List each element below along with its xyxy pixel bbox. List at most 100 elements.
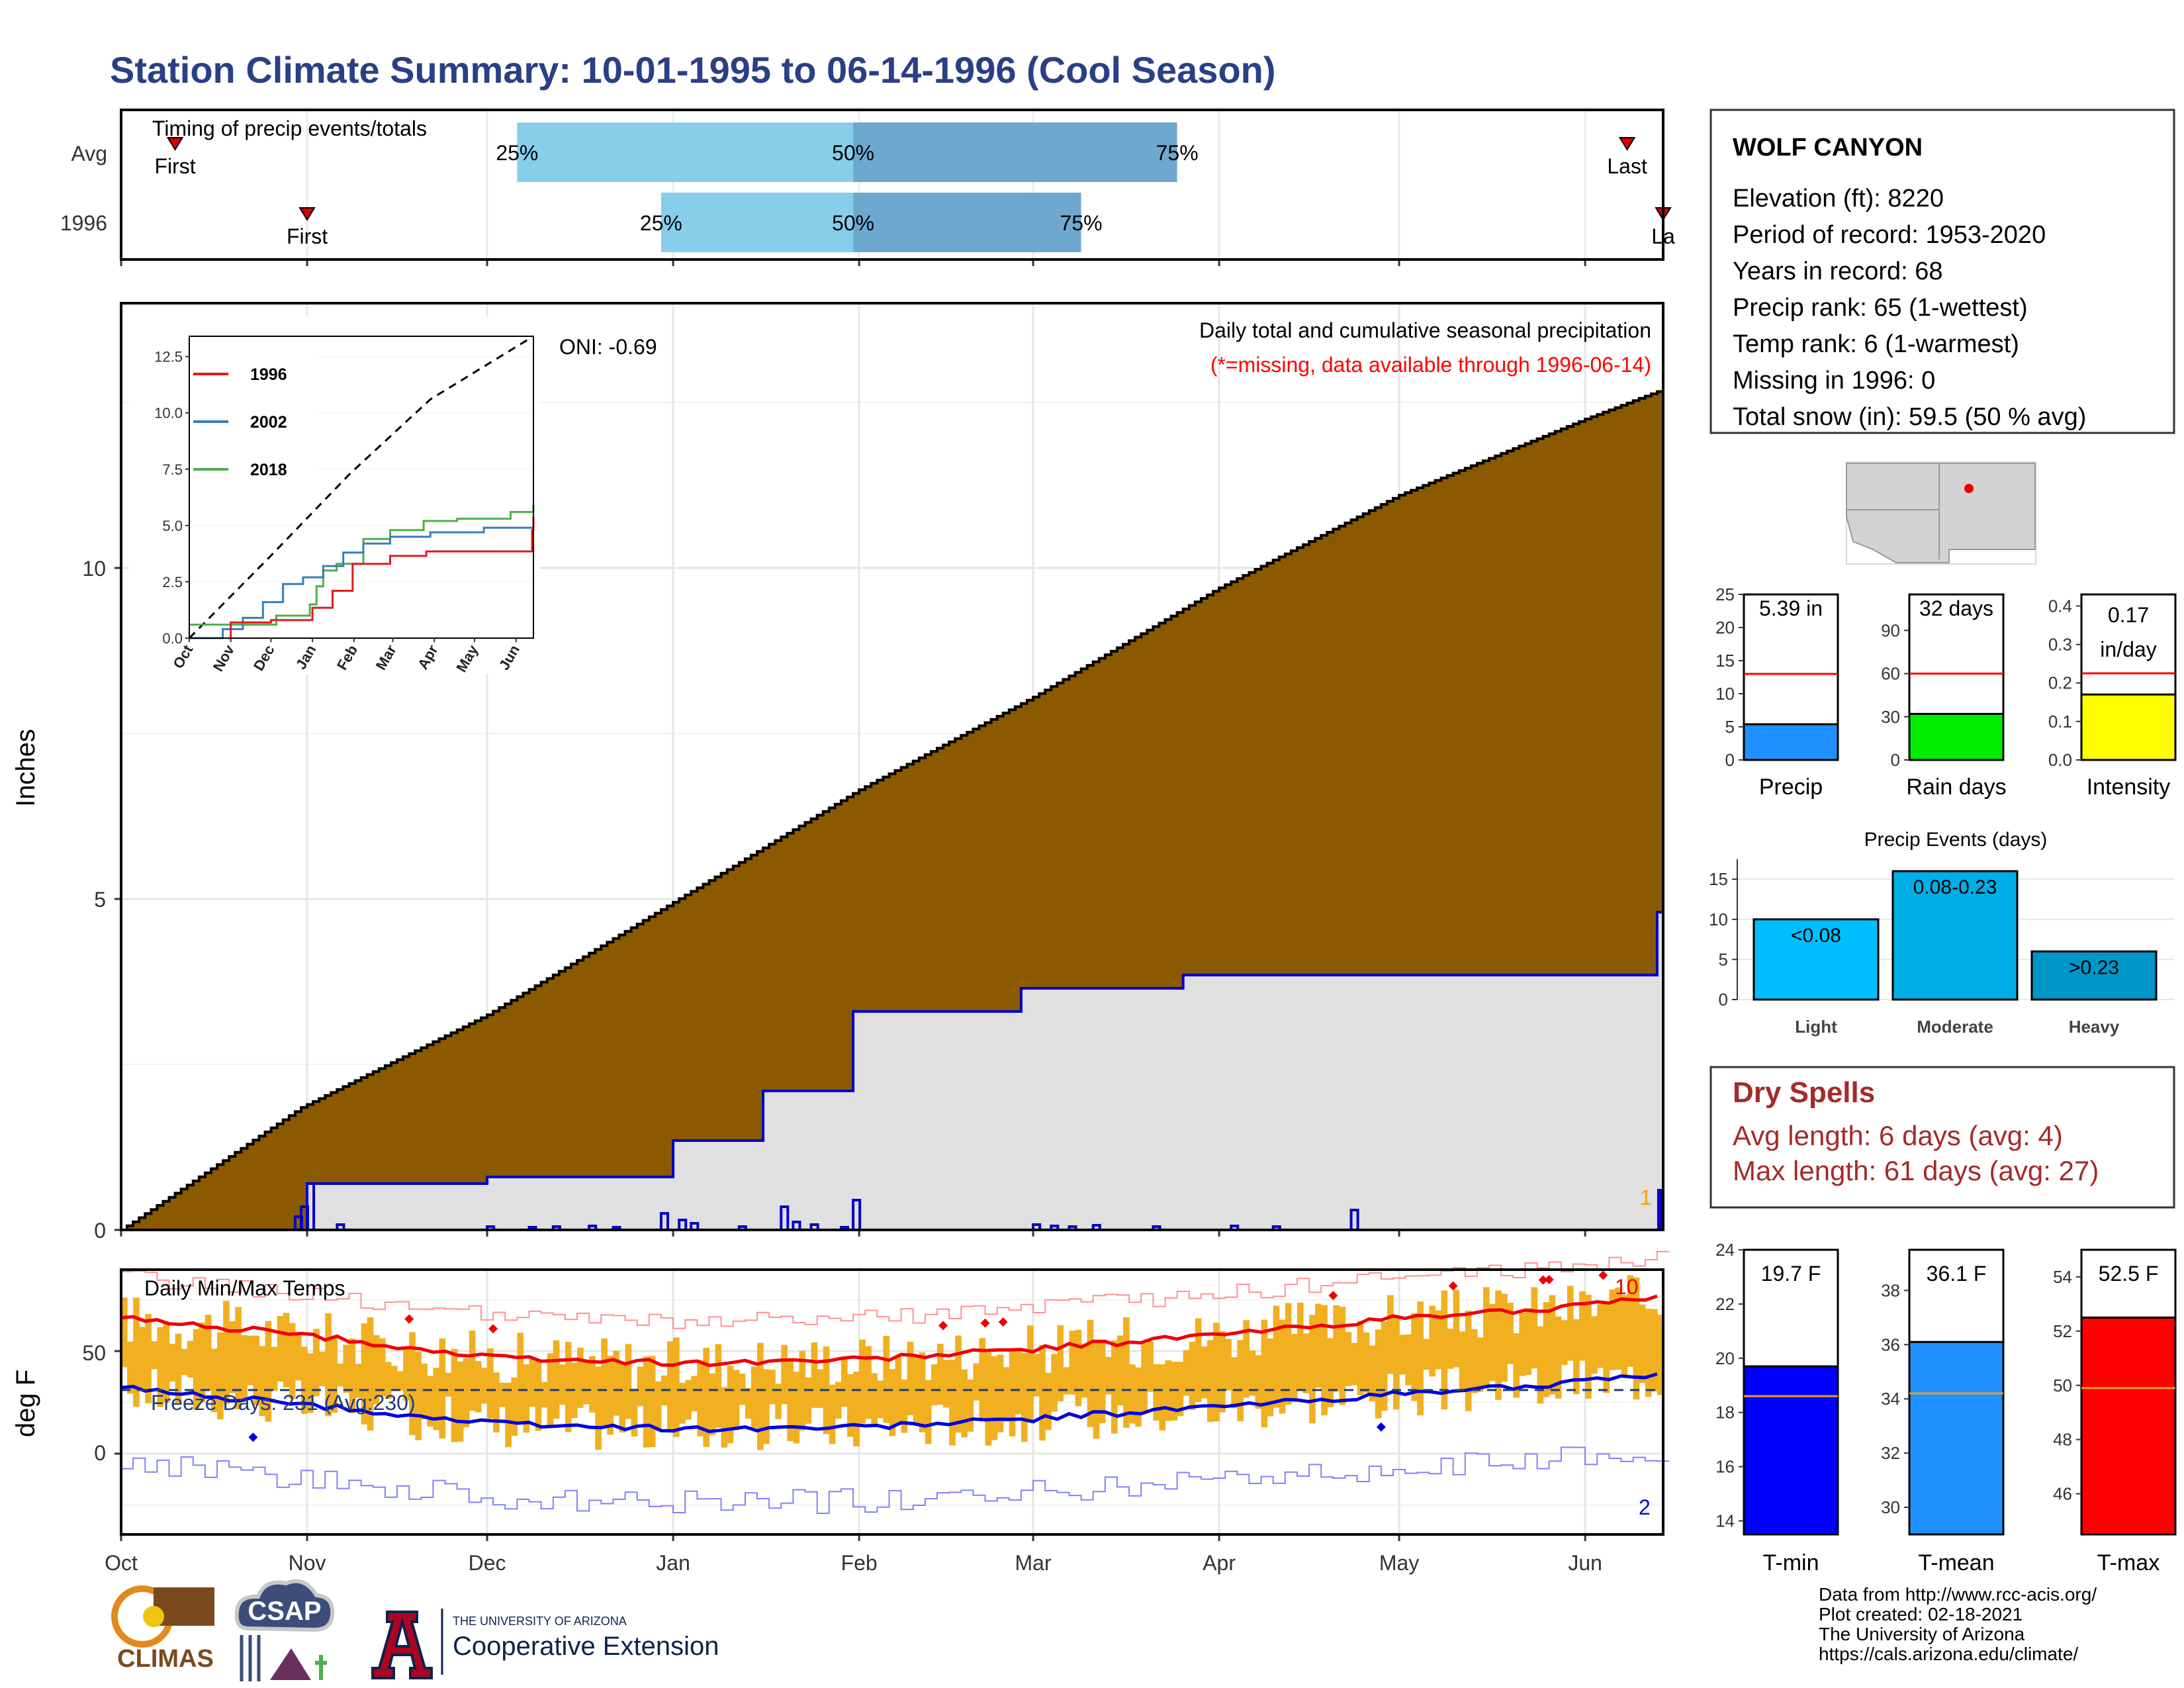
daily-temp-bar-45 xyxy=(390,1366,398,1389)
daily-temp-bar-76 xyxy=(577,1347,584,1408)
inset-yticks: 0.0 2.5 5.0 7.5 10.0 12.5 xyxy=(154,349,189,647)
record-high-marker-6 xyxy=(1448,1281,1458,1291)
climas-logo: CLIMAS xyxy=(111,1585,214,1673)
daily-temp-bar-221 xyxy=(1447,1329,1454,1369)
daily-temp-bar-26 xyxy=(277,1316,284,1382)
precip-events-content: 0 5 10 15 <0.08 Light 0.08-0.23 Moderate >0.23 He… xyxy=(1709,859,2174,1037)
daily-temp-bar-254 xyxy=(1645,1309,1652,1397)
daily-temp-bar-46 xyxy=(397,1371,404,1391)
daily-temp-bar-13 xyxy=(199,1322,206,1403)
daily-temp-bar-160 xyxy=(1081,1344,1088,1398)
daily-temp-bar-59 xyxy=(475,1361,482,1413)
mini-chart-tick-label: 90 xyxy=(1881,620,1900,640)
daily-temp-bar-3 xyxy=(139,1327,146,1390)
temp-chart-tick-label: 20 xyxy=(1715,1348,1735,1368)
daily-temp-bar-249 xyxy=(1615,1288,1622,1370)
daily-temp-bar-49 xyxy=(415,1351,422,1440)
daily-temp-bar-99 xyxy=(715,1344,722,1428)
daily-temp-bar-95 xyxy=(691,1376,698,1411)
footer-line-1: Data from http://www.rcc-acis.org/ xyxy=(1819,1584,2097,1605)
timing-pct-label-1-0: 25% xyxy=(640,211,682,235)
dry-spells-avg: Avg length: 6 days (avg: 4) xyxy=(1733,1120,2063,1151)
daily-temp-bar-122 xyxy=(853,1372,860,1446)
mini-chart-tick-label: 25 xyxy=(1715,585,1735,604)
daily-temp-bar-217 xyxy=(1423,1338,1430,1370)
temp-label: Daily Min/Max Temps xyxy=(144,1276,345,1300)
daily-temp-bar-27 xyxy=(283,1313,290,1387)
daily-temp-bar-64 xyxy=(505,1382,512,1448)
daily-temp-bar-22 xyxy=(253,1335,260,1406)
temp-chart-t-min: 14 16 18 20 22 24 19.7 F T-min xyxy=(1715,1240,1839,1575)
temp-bar-charts: 14 16 18 20 22 24 19.7 F T-min 30 32 34 36 38 36.1 F T… xyxy=(1715,1240,2177,1575)
daily-temp-bar-114 xyxy=(805,1378,812,1424)
temp-chart-value-label: 52.5 F xyxy=(2099,1262,2159,1286)
station-info: WOLF CANYON Elevation (ft): 8220 Period … xyxy=(1709,109,2175,434)
daily-temp-bar-78 xyxy=(589,1356,596,1413)
daily-temp-bar-77 xyxy=(583,1360,590,1405)
daily-temp-bar-201 xyxy=(1327,1338,1334,1407)
mini-chart-tick-label: 5 xyxy=(1725,717,1735,737)
daily-temp-bar-147 xyxy=(1003,1367,1010,1422)
temp-chart-tick-label: 18 xyxy=(1715,1403,1735,1423)
temp-chart-tick-label: 34 xyxy=(1881,1389,1900,1409)
daily-temp-bar-186 xyxy=(1237,1340,1244,1421)
record-high-marker-9 xyxy=(1598,1270,1608,1280)
daily-temp-bar-166 xyxy=(1116,1335,1124,1406)
daily-temp-bar-105 xyxy=(751,1366,758,1429)
daily-temp-bar-44 xyxy=(385,1362,392,1399)
daily-temp-bar-169 xyxy=(1135,1367,1142,1427)
daily-temp-bar-126 xyxy=(877,1380,884,1419)
daily-temp-bar-197 xyxy=(1303,1333,1310,1393)
mini-chart-tick-label: 10 xyxy=(1715,684,1735,704)
temp-chart-tick-label: 36 xyxy=(1881,1335,1900,1354)
temp-content xyxy=(120,1250,1670,1515)
temp-chart-label: T-min xyxy=(1763,1550,1819,1575)
daily-temp-bar-91 xyxy=(667,1341,674,1431)
daily-temp-bar-96 xyxy=(697,1360,704,1436)
daily-temp-bar-205 xyxy=(1351,1342,1358,1385)
daily-temp-bar-216 xyxy=(1417,1301,1424,1416)
cumulative-1996-area xyxy=(121,873,1664,1231)
daily-temp-bar-152 xyxy=(1033,1354,1040,1397)
daily-temp-bar-119 xyxy=(835,1382,842,1419)
mini-chart-precip: 0 5 10 15 20 25 5.39 in Precip xyxy=(1715,585,1839,800)
dry-spells-max: Max length: 61 days (avg: 27) xyxy=(1733,1155,2099,1186)
daily-temp-bar-199 xyxy=(1315,1303,1322,1388)
daily-temp-bar-173 xyxy=(1159,1364,1166,1430)
timing-bars: 25% 50% 75% 25% 50% 75% xyxy=(496,122,1199,252)
temp-chart-tick-label: 52 xyxy=(2053,1321,2072,1341)
precip-annotation-missing: (*=missing, data available through 1996-… xyxy=(1210,353,1651,377)
daily-temp-bar-15 xyxy=(210,1348,218,1413)
mini-chart-rain-days: 0 30 60 90 32 days Rain days xyxy=(1881,593,2007,800)
daily-temp-bar-253 xyxy=(1639,1304,1646,1383)
inset-legend-label-1: 2002 xyxy=(250,413,287,432)
daily-temp-bar-203 xyxy=(1339,1307,1346,1405)
temp-frame xyxy=(120,1268,1664,1536)
record-high-marker-7 xyxy=(1538,1275,1548,1285)
temp-chart-tick-label: 14 xyxy=(1715,1511,1735,1531)
daily-temp-bar-189 xyxy=(1255,1355,1262,1409)
temp-chart-tick-label: 30 xyxy=(1881,1497,1900,1517)
daily-temp-bar-134 xyxy=(925,1380,932,1444)
temp-chart-tick-label: 38 xyxy=(1881,1280,1900,1300)
daily-temp-bar-10 xyxy=(181,1348,188,1376)
daily-temp-bar-18 xyxy=(229,1321,236,1393)
daily-temp-bar-104 xyxy=(745,1387,752,1419)
daily-temp-bar-142 xyxy=(973,1363,980,1401)
daily-temp-bar-234 xyxy=(1525,1308,1532,1376)
ytick-5: 5 xyxy=(94,888,106,912)
events-category-heavy: Heavy xyxy=(2069,1017,2120,1037)
events-tick-1: 5 xyxy=(1719,949,1728,969)
daily-temp-bar-226 xyxy=(1477,1337,1484,1392)
daily-temp-bar-54 xyxy=(445,1372,452,1397)
daily-temp-bar-229 xyxy=(1495,1290,1502,1400)
mini-chart-value-label: 32 days xyxy=(1919,596,1993,620)
daily-temp-bar-32 xyxy=(313,1329,320,1397)
record-high-marker-5 xyxy=(1328,1291,1338,1301)
daily-temp-bar-151 xyxy=(1026,1325,1034,1423)
daily-temp-bar-195 xyxy=(1291,1333,1298,1402)
daily-temp-bar-0 xyxy=(121,1297,128,1368)
temp-chart-tick-label: 32 xyxy=(1881,1443,1900,1463)
daily-temp-bar-252 xyxy=(1633,1277,1640,1400)
